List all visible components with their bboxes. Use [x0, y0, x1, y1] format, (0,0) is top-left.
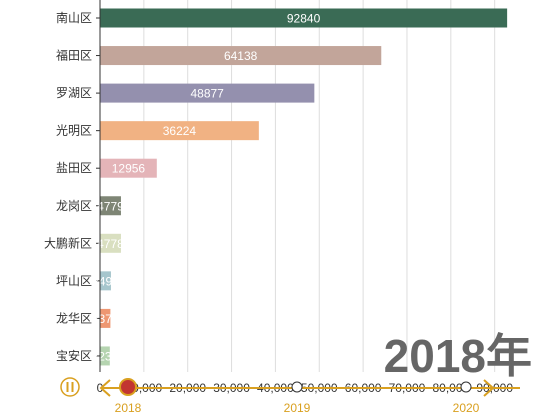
- category-label: 南山区: [56, 10, 92, 25]
- bars: 南山区 92840 福田区 64138 罗湖区 48877 光明区 36224 盐田区 12956…: [44, 8, 508, 366]
- value-label: 2499: [92, 274, 119, 288]
- timeline-point[interactable]: [460, 381, 472, 393]
- value-label: 12956: [112, 162, 146, 176]
- bar: [100, 271, 111, 291]
- category-label: 盐田区: [56, 161, 92, 175]
- bar: [100, 121, 259, 141]
- bar: [100, 158, 157, 178]
- category-label: 龙岗区: [56, 199, 92, 213]
- timeline-year-label[interactable]: 2019: [284, 401, 311, 415]
- category-label: 罗湖区: [56, 85, 92, 100]
- bar: [100, 8, 508, 28]
- timeline-points: 2018 2019 2020: [115, 378, 480, 415]
- value-label: 36224: [163, 124, 197, 138]
- timeline-point-selected[interactable]: [119, 378, 137, 396]
- pause-icon[interactable]: [60, 377, 80, 397]
- bar: [100, 46, 382, 66]
- value-label: 92840: [287, 12, 321, 26]
- category-label: 光明区: [56, 124, 92, 138]
- value-label: 4778: [97, 237, 124, 251]
- bar: [100, 308, 111, 328]
- current-period-label: 2018年: [384, 330, 532, 382]
- category-label: 坪山区: [56, 274, 92, 288]
- category-label: 福田区: [56, 48, 92, 63]
- value-label: 48877: [190, 87, 224, 101]
- value-label: 64138: [224, 49, 258, 63]
- next-arrow-icon[interactable]: [483, 379, 495, 397]
- timeline-year-label[interactable]: 2018: [115, 401, 142, 415]
- category-label: 宝安区: [56, 348, 92, 363]
- bar: [100, 346, 110, 366]
- timeline: 2018 2019 2020: [60, 377, 520, 415]
- timeline-year-label[interactable]: 2020: [453, 401, 480, 415]
- bar: [100, 83, 315, 103]
- value-label: 2237: [92, 349, 119, 363]
- bar: [100, 233, 121, 253]
- timeline-point[interactable]: [291, 381, 303, 393]
- category-label: 大鹏新区: [44, 235, 92, 250]
- play-pause-button[interactable]: [60, 377, 80, 397]
- prev-arrow-icon[interactable]: [99, 379, 111, 397]
- bar: [100, 196, 121, 216]
- pause-bar-right: [71, 382, 74, 392]
- pause-bar-left: [66, 382, 69, 392]
- value-label: 2371: [92, 312, 119, 326]
- value-label: 4779: [97, 199, 124, 213]
- category-label: 龙华区: [56, 311, 92, 325]
